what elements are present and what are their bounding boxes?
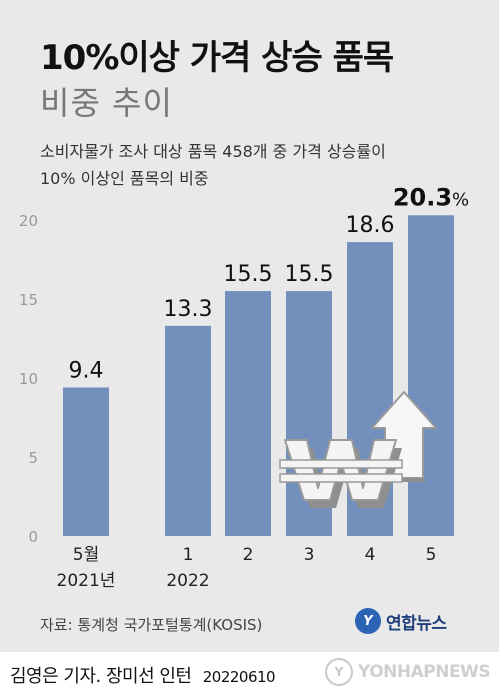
x-tick-label: 5 — [426, 545, 437, 565]
x-tick-label: 2 — [243, 545, 254, 565]
data-label: 20.3% — [393, 183, 469, 211]
chart-title: 10%이상 가격 상승 품목 — [40, 38, 394, 78]
chart-subtitle: 비중 추이 — [40, 84, 173, 122]
y-tick-label: 10 — [19, 370, 38, 388]
description-line-1: 소비자물가 조사 대상 품목 458개 중 가격 상승률이 — [40, 142, 386, 161]
brand-logo-block: Y 연합뉴스 — [355, 608, 447, 634]
x-tick-label: 3 — [304, 545, 315, 565]
data-label: 9.4 — [69, 358, 104, 383]
description-line-2: 10% 이상인 품목의 비중 — [40, 169, 209, 188]
bar-chart: 0 5 10 15 20 9.4 5월 2021년 13.3 1 2022 15.5 2 15.5 3 18.… — [19, 183, 469, 591]
won-rising-illustration — [279, 391, 437, 508]
credit-date: 20220610 — [202, 668, 276, 686]
watermark-text: YONHAPNEWS — [358, 662, 491, 682]
x-tick-label: 4 — [365, 545, 376, 565]
watermark: Y YONHAPNEWS — [325, 652, 491, 692]
source-note: 자료: 통계청 국가포털통계(KOSIS) — [40, 616, 263, 634]
y-tick-label: 15 — [19, 291, 38, 309]
yonhap-logo-icon: Y — [355, 608, 381, 634]
x-tick-label: 1 — [183, 545, 194, 565]
brand-name: 연합뉴스 — [386, 613, 447, 634]
y-tick-label: 20 — [19, 212, 38, 230]
bar — [165, 325, 211, 536]
x-tick-label-year: 2022 — [166, 571, 209, 591]
credit-line: 김영은 기자. 장미선 인턴 20220610 — [10, 662, 276, 688]
data-label: 15.5 — [224, 262, 273, 287]
x-tick-label: 5월 — [73, 545, 99, 565]
y-tick-label: 0 — [28, 528, 38, 546]
data-label: 13.3 — [164, 297, 213, 322]
bar — [225, 291, 271, 536]
credit-authors: 김영은 기자. 장미선 인턴 — [10, 666, 192, 687]
bar — [63, 387, 109, 536]
won-sign-icon — [279, 439, 403, 508]
x-tick-label-year: 2021년 — [57, 571, 116, 591]
y-tick-label: 5 — [28, 449, 38, 467]
data-label: 18.6 — [346, 213, 395, 238]
watermark-logo-icon: Y — [325, 658, 353, 686]
chart-description: 소비자물가 조사 대상 품목 458개 중 가격 상승률이 10% 이상인 품목… — [40, 138, 480, 192]
data-label: 15.5 — [285, 262, 334, 287]
bar — [408, 215, 454, 536]
